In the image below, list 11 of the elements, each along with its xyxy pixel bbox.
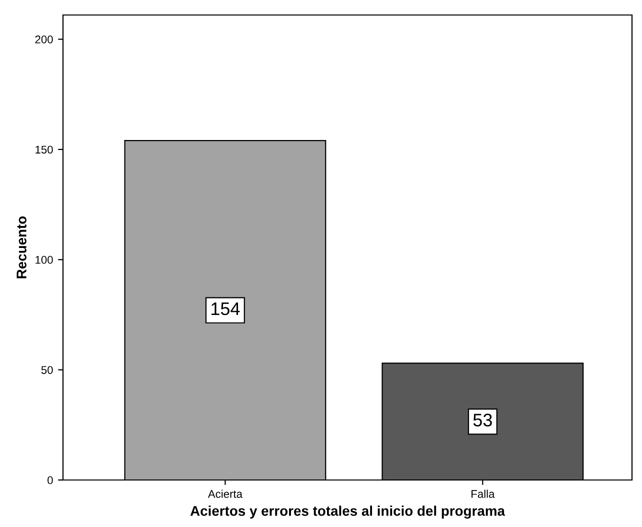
y-tick-label: 0 xyxy=(48,476,53,484)
y-tick-label: 200 xyxy=(35,36,53,44)
y-tick-label: 150 xyxy=(36,146,53,154)
data-label: 154 xyxy=(212,302,240,316)
x-tick-label: Falla xyxy=(472,490,495,498)
x-tick-label: Acierta xyxy=(208,490,242,498)
y-tick-label: 100 xyxy=(36,256,53,264)
y-axis-title: Recuento xyxy=(16,216,26,278)
x-axis-title: Aciertos y errores totales al inicio del programa xyxy=(190,506,506,519)
y-tick-label: 50 xyxy=(41,366,53,374)
data-label: 53 xyxy=(473,414,492,426)
